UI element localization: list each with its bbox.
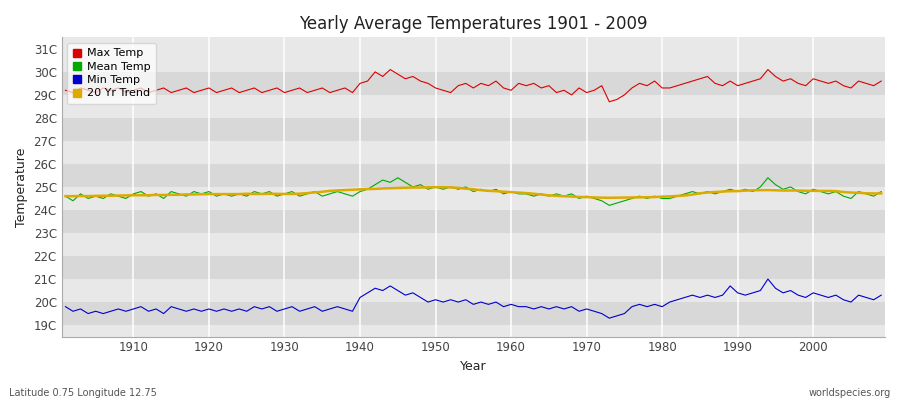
- Bar: [62, 141, 885, 164]
- Y-axis label: Temperature: Temperature: [15, 147, 28, 227]
- Bar: [62, 164, 885, 187]
- Text: worldspecies.org: worldspecies.org: [809, 388, 891, 398]
- Bar: [62, 95, 885, 118]
- Bar: [62, 256, 885, 279]
- X-axis label: Year: Year: [460, 360, 487, 373]
- Bar: [62, 187, 885, 210]
- Bar: [62, 233, 885, 256]
- Bar: [62, 302, 885, 325]
- Text: Latitude 0.75 Longitude 12.75: Latitude 0.75 Longitude 12.75: [9, 388, 157, 398]
- Bar: [62, 210, 885, 233]
- Bar: [62, 279, 885, 302]
- Title: Yearly Average Temperatures 1901 - 2009: Yearly Average Temperatures 1901 - 2009: [299, 15, 648, 33]
- Bar: [62, 49, 885, 72]
- Legend: Max Temp, Mean Temp, Min Temp, 20 Yr Trend: Max Temp, Mean Temp, Min Temp, 20 Yr Tre…: [68, 43, 157, 104]
- Bar: [62, 72, 885, 95]
- Bar: [62, 118, 885, 141]
